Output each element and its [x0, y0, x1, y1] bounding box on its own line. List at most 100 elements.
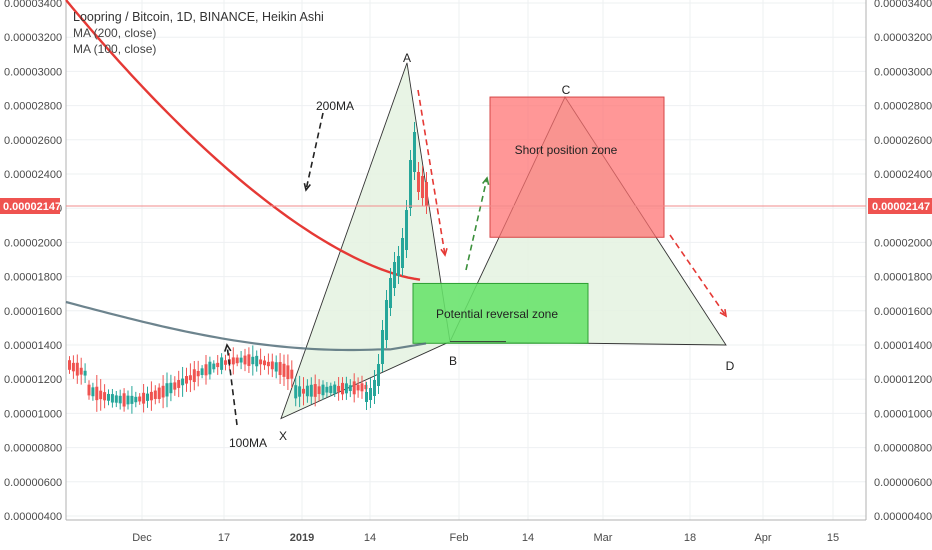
candle-body — [103, 392, 107, 401]
y-tick-label: 0.00002000 — [874, 237, 932, 249]
x-axis-ticks: Dec 17 2019 14 Feb 14 Mar 18 Apr 15 — [132, 532, 839, 544]
candle-body — [352, 381, 356, 395]
x-tick-label: 17 — [218, 532, 230, 544]
y-tick-label: 0.00002600 — [874, 135, 932, 147]
y-tick-label: 0.00002600 — [4, 135, 62, 147]
arrow-200ma — [305, 112, 324, 191]
candle-body — [348, 385, 352, 391]
x-tick-label: 2019 — [290, 532, 314, 544]
last-price-tag-right — [868, 198, 932, 214]
y-tick-label: 0.00002800 — [4, 101, 62, 113]
short-zone-label: Short position zone — [515, 143, 618, 157]
candle-body — [401, 238, 404, 268]
candle-body — [389, 278, 392, 308]
x-tick-label: Apr — [754, 532, 771, 544]
arrow-c-to-d-head — [719, 308, 728, 318]
candle-body — [173, 382, 177, 390]
candle-body — [79, 367, 83, 375]
ma100-line — [65, 300, 427, 352]
candle-body — [409, 160, 412, 208]
candle-body — [286, 365, 290, 380]
candle-body — [138, 396, 142, 402]
candle-body — [208, 361, 212, 375]
ma100-legend: MA (100, close) — [73, 42, 156, 56]
candle-body — [134, 396, 138, 403]
candle-body — [360, 383, 364, 392]
candle-body — [196, 370, 200, 377]
arrow-100ma — [226, 344, 238, 426]
grid — [66, 0, 866, 520]
trade-zones: Short position zone Potential reversal zo… — [412, 96, 665, 344]
arrow-a-to-b — [417, 89, 446, 256]
xab-triangle — [280, 62, 451, 420]
candle-body — [317, 386, 321, 395]
arrow-c-to-d — [669, 234, 727, 317]
y-tick-label: 0.00001600 — [874, 306, 932, 318]
candle-body — [356, 384, 360, 391]
x-tick-label: 15 — [827, 532, 839, 544]
arrow-a-to-b-head — [440, 248, 448, 257]
candle-body — [200, 368, 204, 375]
y-tick-label: 0.00002000 — [4, 237, 62, 249]
candle-body — [91, 387, 95, 397]
ma100-path — [65, 300, 427, 352]
candles — [68, 122, 428, 414]
candle-body — [421, 176, 424, 198]
x-tick-label: 14 — [522, 532, 534, 544]
arrow-200ma-head — [303, 183, 311, 192]
y-tick-label: 0.00001800 — [4, 272, 62, 284]
y-tick-label: 0.00002800 — [874, 101, 932, 113]
y-tick-label: 0.00001000 — [4, 408, 62, 420]
candle-body — [216, 362, 220, 368]
candle-body — [130, 395, 134, 404]
candle-body — [185, 376, 188, 384]
candle-body — [397, 256, 400, 276]
candle-body — [95, 386, 99, 401]
candle-body — [224, 360, 227, 365]
x-tick-label: Feb — [450, 532, 469, 544]
candle-body — [294, 385, 298, 399]
candle-body — [309, 384, 313, 397]
candle-body — [142, 392, 146, 404]
candle-body — [298, 386, 302, 397]
reversal-zone-label: Potential reversal zone — [436, 307, 558, 321]
candle-body — [365, 392, 368, 402]
y-tick-label: 0.00000400 — [4, 511, 62, 523]
candle-body — [325, 386, 329, 393]
y-tick-label: 0.00003000 — [874, 66, 932, 78]
candle-body — [377, 364, 380, 386]
candle-body — [231, 357, 235, 365]
candle-body — [274, 362, 278, 372]
projection-arrows — [224, 89, 728, 426]
candle-body — [71, 362, 75, 372]
y-tick-label: 0.00001000 — [874, 408, 932, 420]
y-tick-label: 0.00000600 — [4, 477, 62, 489]
candle-body — [369, 388, 372, 400]
y-tick-label: 0.00002400 — [874, 169, 932, 181]
candle-body — [337, 385, 341, 392]
arrow-100ma-head — [224, 343, 232, 352]
y-tick-label: 0.00001800 — [874, 272, 932, 284]
candle-body — [302, 388, 305, 394]
arrow-b-to-c-head — [482, 176, 490, 186]
candle-body — [75, 362, 79, 376]
axes — [65, 0, 867, 521]
point-label-a: A — [403, 51, 411, 65]
x-tick-label: 14 — [364, 532, 376, 544]
candle-body — [126, 395, 130, 405]
chart-title: Loopring / Bitcoin, 1D, BINANCE, Heikin … — [73, 10, 324, 24]
short-position-zone — [489, 96, 665, 238]
y-tick-label: 0.00000800 — [4, 443, 62, 455]
candle-body — [270, 361, 274, 370]
candle-body — [263, 360, 266, 366]
candle-body — [243, 355, 247, 365]
candle-body — [341, 382, 344, 395]
y-tick-label: 0.00001400 — [874, 340, 932, 352]
candle-body — [417, 172, 420, 192]
candle-body — [266, 361, 270, 367]
candle-body — [251, 356, 255, 365]
candle-body — [107, 393, 110, 401]
y-axis-ticks-right: 0.00000400 0.00000600 0.00000800 0.00001000… — [874, 0, 932, 523]
candle-body — [161, 385, 165, 398]
